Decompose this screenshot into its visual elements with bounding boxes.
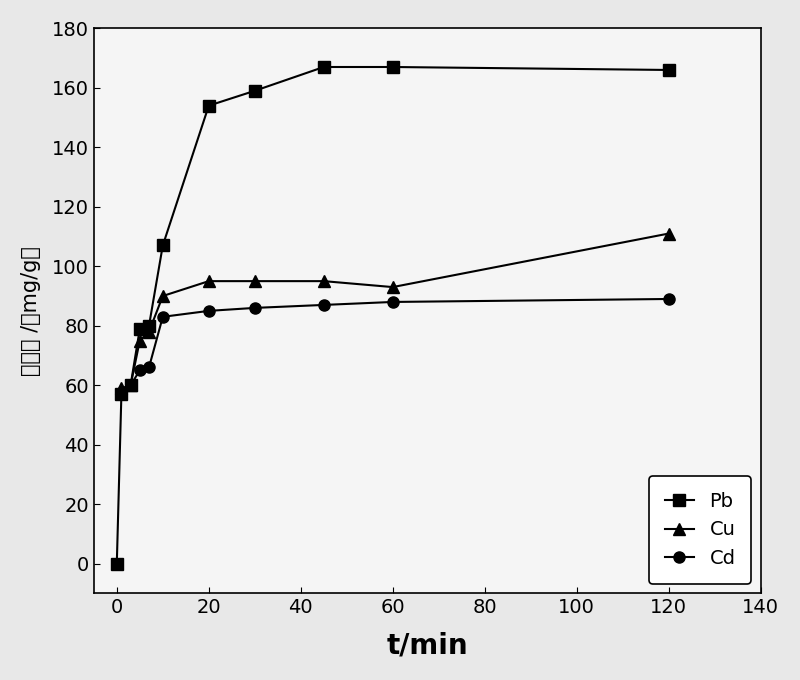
Cd bbox=[135, 367, 145, 375]
Pb bbox=[158, 241, 167, 250]
Line: Cu: Cu bbox=[116, 228, 674, 394]
Pb bbox=[204, 101, 214, 109]
Cu bbox=[388, 283, 398, 291]
Pb bbox=[135, 324, 145, 333]
Cu bbox=[117, 384, 126, 392]
Cu bbox=[250, 277, 259, 285]
Pb bbox=[144, 322, 154, 330]
Cu bbox=[319, 277, 329, 285]
Cd bbox=[319, 301, 329, 309]
Pb bbox=[126, 381, 135, 390]
Cd bbox=[388, 298, 398, 306]
X-axis label: t/min: t/min bbox=[386, 631, 468, 659]
Cu bbox=[158, 292, 167, 300]
Cd bbox=[117, 390, 126, 398]
Cu bbox=[126, 381, 135, 390]
Cu bbox=[664, 229, 674, 237]
Cu bbox=[135, 337, 145, 345]
Cd bbox=[204, 307, 214, 315]
Pb bbox=[250, 87, 259, 95]
Cu bbox=[204, 277, 214, 285]
Cd bbox=[126, 381, 135, 390]
Pb bbox=[664, 66, 674, 74]
Pb bbox=[388, 63, 398, 71]
Pb bbox=[319, 63, 329, 71]
Cd bbox=[664, 295, 674, 303]
Line: Pb: Pb bbox=[111, 61, 674, 569]
Cd bbox=[158, 313, 167, 321]
Legend: Pb, Cu, Cd: Pb, Cu, Cd bbox=[649, 476, 751, 583]
Y-axis label: 吸附量 /（mg/g）: 吸附量 /（mg/g） bbox=[21, 246, 41, 376]
Cd bbox=[144, 363, 154, 371]
Pb bbox=[117, 390, 126, 398]
Line: Cd: Cd bbox=[116, 294, 674, 400]
Pb bbox=[112, 560, 122, 568]
Cu bbox=[144, 328, 154, 336]
Cd bbox=[250, 304, 259, 312]
